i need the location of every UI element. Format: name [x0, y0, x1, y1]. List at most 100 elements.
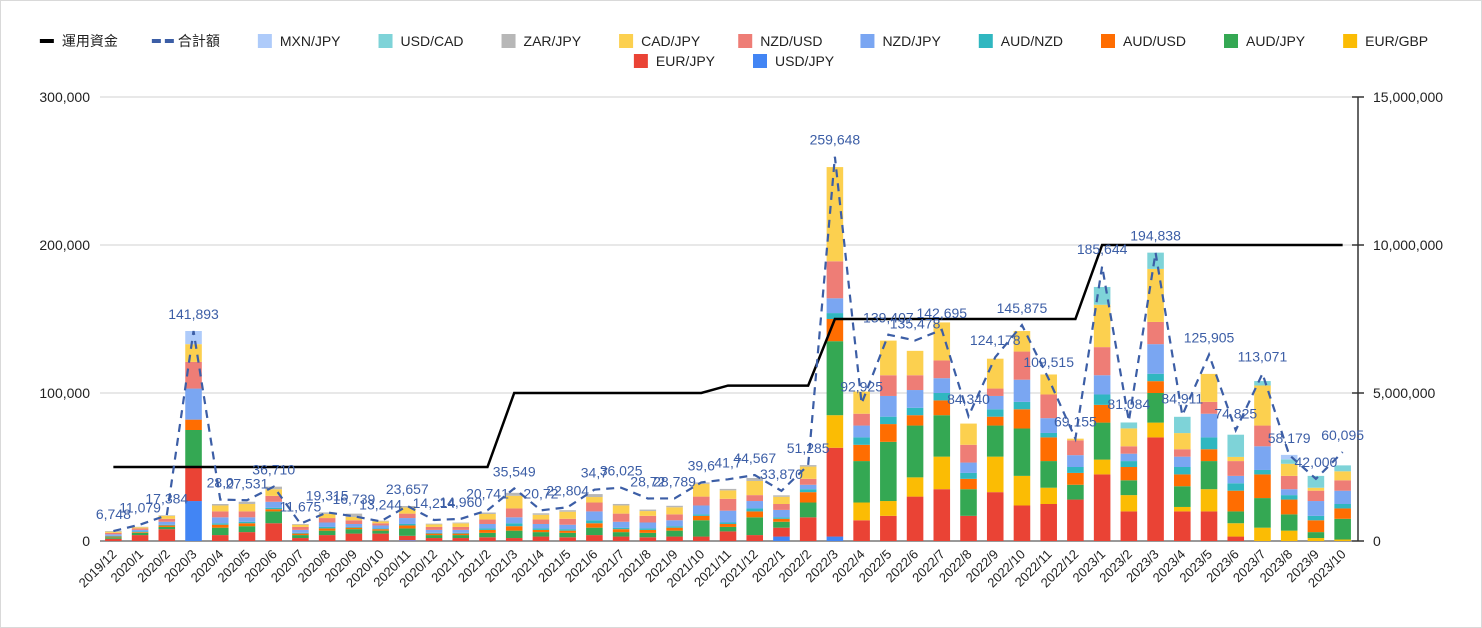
- bar-segment-aud-nzd: [826, 313, 844, 319]
- total-data-label: 16,739: [332, 491, 375, 507]
- bar-segment-nzd-usd: [372, 523, 389, 526]
- bar-segment-eur-gbp: [853, 502, 870, 521]
- bar-segment-nzd-usd: [532, 519, 550, 524]
- legend-label-cad-jpy: CAD/JPY: [641, 33, 701, 49]
- bar-segment-nzd-usd: [826, 261, 844, 299]
- bar-segment-nzd-jpy: [853, 425, 870, 438]
- bar-segment-cad-jpy: [1280, 463, 1298, 476]
- bar-segment-nzd-usd: [425, 526, 443, 530]
- bar-segment-cad-jpy: [1200, 373, 1218, 402]
- bar-segment-aud-usd: [880, 424, 897, 442]
- bar-segment-aud-jpy: [612, 532, 630, 537]
- total-data-label: 17,384: [145, 490, 188, 506]
- bar-segment-aud-nzd: [986, 409, 1004, 417]
- bar-segment-nzd-jpy: [452, 529, 470, 533]
- bar-segment-aud-jpy: [399, 528, 416, 536]
- bar-segment-aud-jpy: [345, 529, 363, 534]
- total-data-label: 84,911: [1161, 390, 1203, 406]
- total-data-label: 194,838: [1130, 228, 1181, 244]
- legend-label-eur-gbp: EUR/GBP: [1365, 33, 1428, 49]
- bar-segment-eur-jpy: [532, 536, 550, 541]
- bar-segment-aud-jpy: [131, 532, 149, 536]
- bar-segment-nzd-jpy: [1174, 456, 1191, 467]
- bar-segment-nzd-jpy: [479, 523, 496, 529]
- bar-segment-eur-jpy: [318, 535, 336, 541]
- bar-segment-aud-nzd: [799, 489, 817, 493]
- bar-segment-eur-gbp: [1254, 527, 1271, 541]
- bar-segment-nzd-usd: [1013, 351, 1031, 380]
- bar-segment-nzd-jpy: [773, 509, 790, 518]
- bar-segment-nzd-jpy: [1120, 453, 1138, 462]
- bar-segment-aud-jpy: [265, 511, 282, 524]
- total-data-label: 27,531: [226, 475, 269, 491]
- bar-segment-eur-gbp: [1040, 487, 1057, 504]
- bar-segment-nzd-usd: [185, 361, 202, 389]
- bar-segment-aud-jpy: [1147, 393, 1164, 423]
- bar-segment-nzd-usd: [559, 518, 576, 525]
- bar-segment-nzd-usd: [933, 360, 951, 379]
- bar-segment-nzd-usd: [211, 511, 229, 518]
- bar-segment-eur-jpy: [292, 538, 309, 541]
- bar-segment-aud-usd: [345, 527, 363, 530]
- bar-segment-nzd-usd: [238, 511, 256, 518]
- total-data-label: 51,285: [787, 440, 830, 456]
- bar-segment-aud-usd: [372, 529, 389, 531]
- bar-segment-aud-nzd: [265, 507, 282, 510]
- bar-segment-aud-nzd: [505, 523, 523, 527]
- total-data-label: 109,515: [1023, 354, 1074, 370]
- bar-segment-zar-jpy: [318, 512, 336, 514]
- bar-segment-nzd-jpy: [532, 523, 550, 529]
- bar-segment-eur-jpy: [238, 532, 256, 541]
- bar-segment-cad-jpy: [479, 514, 496, 520]
- bar-segment-aud-nzd: [1120, 461, 1138, 467]
- bar-segment-zar-jpy: [105, 531, 122, 532]
- bar-segment-aud-usd: [505, 526, 523, 531]
- bar-segment-aud-usd: [692, 515, 710, 521]
- bar-segment-nzd-usd: [1174, 449, 1191, 457]
- bar-segment-zar-jpy: [479, 512, 496, 515]
- bar-segment-zar-jpy: [773, 495, 790, 497]
- bar-segment-zar-jpy: [265, 486, 282, 490]
- bar-segment-aud-nzd: [372, 528, 389, 530]
- bar-segment-nzd-jpy: [185, 388, 202, 420]
- bar-segment-aud-usd: [933, 400, 951, 416]
- bar-segment-cad-jpy: [692, 483, 710, 497]
- bar-segment-aud-jpy: [1200, 461, 1218, 490]
- bar-segment-zar-jpy: [799, 465, 817, 467]
- bar-segment-zar-jpy: [505, 492, 523, 496]
- bar-segment-aud-nzd: [1147, 373, 1164, 382]
- bar-segment-nzd-jpy: [399, 518, 416, 524]
- bar-segment-eur-jpy: [425, 538, 443, 541]
- bar-segment-nzd-jpy: [1227, 475, 1245, 484]
- bar-segment-cad-jpy: [906, 350, 924, 376]
- bar-segment-aud-nzd: [1067, 467, 1084, 473]
- bar-segment-aud-nzd: [1013, 401, 1031, 410]
- legend-label-usd-jpy: USD/JPY: [775, 53, 835, 69]
- legend-swatch-total-a: [151, 39, 161, 43]
- bar-segment-aud-jpy: [185, 430, 202, 467]
- bar-segment-eur-gbp: [1227, 523, 1245, 537]
- left-tick-label: 200,000: [39, 237, 90, 253]
- legend-swatch-aud-jpy: [1224, 34, 1239, 48]
- left-tick-label: 0: [82, 533, 90, 549]
- bar-segment-aud-usd: [853, 444, 870, 462]
- left-tick-label: 100,000: [39, 385, 90, 401]
- bar-segment-aud-jpy: [211, 527, 229, 536]
- bar-segment-aud-usd: [185, 419, 202, 430]
- bar-segment-zar-jpy: [666, 505, 683, 508]
- bar-segment-aud-nzd: [399, 523, 416, 526]
- bar-segment-aud-nzd: [345, 526, 363, 528]
- legend-swatch-cad-jpy: [619, 34, 634, 48]
- bar-segment-cad-jpy: [238, 504, 256, 512]
- legend-swatch-nzd-usd: [738, 34, 753, 48]
- bar-segment-aud-usd: [1147, 381, 1164, 393]
- bar-segment-aud-usd: [1120, 467, 1138, 481]
- bar-segment-eur-jpy: [265, 523, 282, 541]
- bar-segment-nzd-jpy: [880, 395, 897, 417]
- total-data-label: 28,72: [630, 473, 665, 489]
- bar-segment-eur-gbp: [1280, 530, 1298, 541]
- bar-segment-aud-usd: [158, 525, 176, 527]
- bar-segment-nzd-usd: [612, 513, 630, 522]
